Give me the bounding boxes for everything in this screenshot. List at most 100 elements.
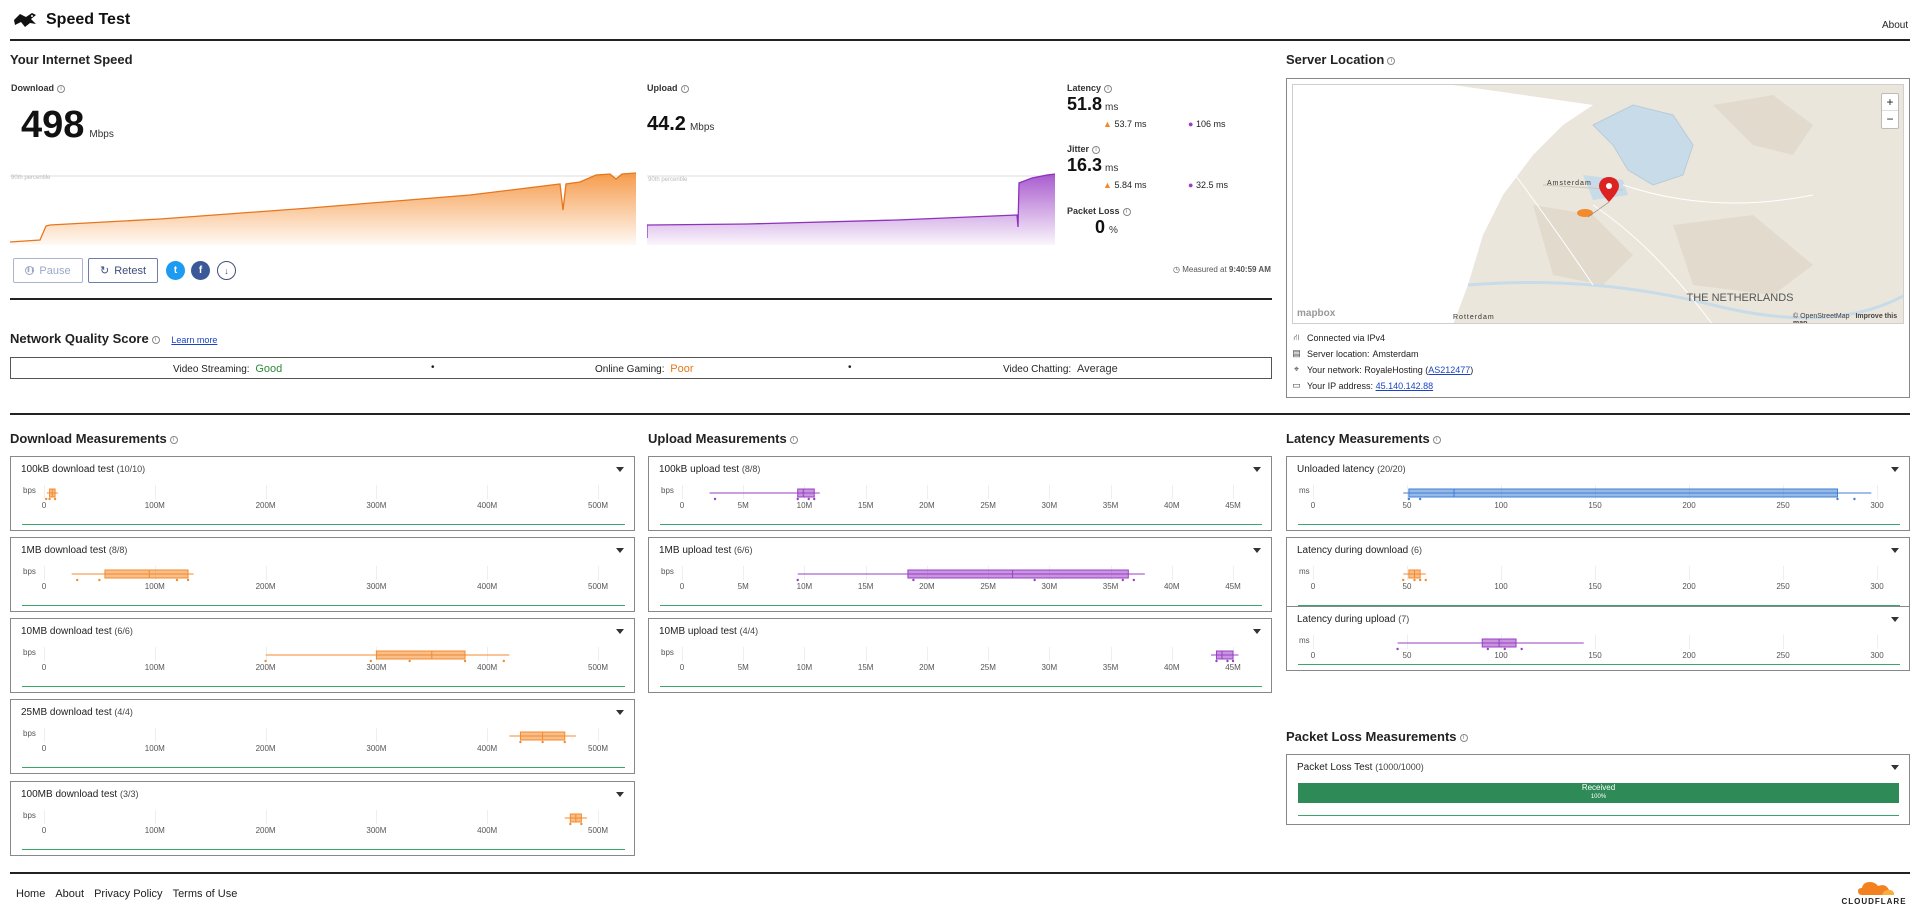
cloudflare-logo[interactable]: CLOUDFLARE: [1838, 879, 1910, 907]
server-card: [1286, 78, 1910, 398]
box-plot: [264, 650, 510, 663]
baseline: [1298, 524, 1900, 525]
footer-home-link[interactable]: Home: [16, 888, 46, 900]
box-plot: [509, 731, 576, 744]
facebook-share-icon[interactable]: f: [191, 261, 210, 280]
sample-point: [48, 497, 51, 501]
app-logo[interactable]: [12, 11, 38, 29]
axis-gridline: [1877, 635, 1878, 649]
packet-loss-value-group: 0 %: [1095, 217, 1118, 238]
axis-unit: bps: [23, 811, 36, 820]
axis-tick-label: 50: [1402, 501, 1412, 510]
improve-map-link[interactable]: Improve this map: [1793, 313, 1898, 324]
network-name: RoyaleHosting (: [1364, 364, 1429, 375]
chevron-down-icon[interactable]: [1253, 629, 1261, 634]
chevron-down-icon[interactable]: [616, 467, 624, 472]
packet-baseline: [1298, 815, 1899, 816]
axis-gridline: [154, 728, 156, 742]
measurement-title-text: 10MB download test: [21, 626, 112, 637]
sample-point: [1418, 497, 1422, 501]
footer-about-link[interactable]: About: [55, 888, 85, 900]
measurement-title: 1MB upload test (6/6): [659, 545, 753, 556]
axis-tick-label: 400M: [477, 744, 498, 753]
server-map[interactable]: Amsterdam THE NETHERLANDS Rotterdam mapb…: [1292, 84, 1904, 324]
info-icon[interactable]: i: [169, 435, 178, 444]
axis-gridline: [487, 566, 489, 580]
info-icon[interactable]: i: [1122, 207, 1131, 216]
axis-tick-label: 400M: [477, 826, 498, 835]
info-icon[interactable]: i: [1387, 56, 1396, 65]
axis-tick-label: 200: [1682, 582, 1696, 591]
chevron-down-icon[interactable]: [616, 710, 624, 715]
axis-tick-label: 35M: [1102, 663, 1119, 672]
axis-tick-label: 20M: [919, 501, 935, 510]
info-icon[interactable]: i: [1104, 84, 1113, 93]
sample-point: [796, 497, 799, 501]
header-divider: [10, 39, 1910, 41]
osm-attribution[interactable]: © OpenStreetMap: [1793, 313, 1850, 320]
chevron-down-icon[interactable]: [1891, 467, 1899, 472]
info-icon[interactable]: i: [1092, 145, 1101, 154]
download-label-text: Download: [11, 83, 54, 93]
footer-privacy-link[interactable]: Privacy Policy: [94, 888, 163, 900]
chevron-down-icon[interactable]: [1891, 548, 1899, 553]
twitter-share-icon[interactable]: t: [166, 261, 185, 280]
box-plot: [796, 569, 1145, 582]
axis-tick-label: 45M: [1225, 582, 1241, 591]
axis-tick-label: 0: [41, 501, 47, 510]
axis-gridline: [598, 485, 599, 499]
zoom-out-button[interactable]: −: [1886, 112, 1894, 126]
mapbox-logo[interactable]: mapbox: [1297, 308, 1336, 319]
axis-gridline: [1407, 566, 1408, 580]
chevron-down-icon[interactable]: [616, 629, 624, 634]
axis-tick-label: 100M: [144, 582, 165, 591]
box-plot: [71, 569, 194, 582]
axis-unit: bps: [23, 729, 36, 738]
retest-button[interactable]: ↻ Retest: [88, 258, 158, 283]
axis-tick-label: 0: [679, 582, 685, 591]
packet-loss-test-title: Packet Loss Test (1000/1000): [1297, 762, 1424, 773]
asn-link[interactable]: AS212477: [1428, 364, 1471, 375]
axis-tick-label: 45M: [1225, 501, 1241, 510]
chevron-down-icon[interactable]: [1253, 548, 1261, 553]
chevron-down-icon[interactable]: [616, 548, 624, 553]
axis-tick-label: 250: [1776, 582, 1790, 591]
sample-point: [1418, 578, 1422, 582]
baseline: [660, 686, 1262, 687]
axis-gridline: [1877, 566, 1878, 580]
chevron-down-icon[interactable]: [1891, 617, 1899, 622]
about-link[interactable]: About: [1882, 20, 1909, 31]
info-icon[interactable]: i: [1459, 733, 1468, 742]
axis-tick-label: 20M: [919, 663, 935, 672]
info-icon[interactable]: i: [151, 335, 160, 344]
jitter-label: Jitter i: [1067, 144, 1101, 154]
download-results-icon[interactable]: ↓: [217, 261, 236, 280]
app-title: Speed Test: [46, 11, 131, 28]
info-icon[interactable]: i: [789, 435, 798, 444]
axis-gridline: [1233, 485, 1234, 499]
info-icon[interactable]: i: [57, 84, 65, 93]
upload-percentile-label: 90th percentile: [648, 177, 688, 183]
pause-button[interactable]: ❚❚ Pause: [13, 258, 83, 283]
info-icon[interactable]: i: [1432, 435, 1441, 444]
chevron-down-icon[interactable]: [616, 792, 624, 797]
box-iqr: [375, 650, 466, 660]
latency-label: Latency i: [1067, 83, 1113, 93]
footer-terms-link[interactable]: Terms of Use: [172, 888, 238, 900]
packet-loss-card: Packet Loss Test (1000/1000) Received 10…: [1286, 754, 1910, 825]
box-plot: [564, 813, 587, 826]
packet-loss-label: Packet Loss i: [1067, 206, 1131, 216]
middle-divider: [10, 413, 1910, 415]
packet-loss-unit: %: [1109, 225, 1118, 236]
zoom-in-button[interactable]: +: [1882, 94, 1898, 111]
ip-link[interactable]: 45.140.142.88: [1375, 380, 1434, 391]
axis-gridline: [1689, 635, 1690, 649]
box-plot: [1403, 488, 1872, 501]
chevron-down-icon[interactable]: [1891, 765, 1899, 770]
learn-more-link[interactable]: Learn more: [171, 335, 218, 345]
info-icon[interactable]: i: [680, 84, 689, 93]
chevron-down-icon[interactable]: [1253, 467, 1261, 472]
box-iqr: [1408, 488, 1839, 498]
axis-gridline: [1171, 485, 1173, 499]
axis-gridline: [598, 647, 599, 661]
